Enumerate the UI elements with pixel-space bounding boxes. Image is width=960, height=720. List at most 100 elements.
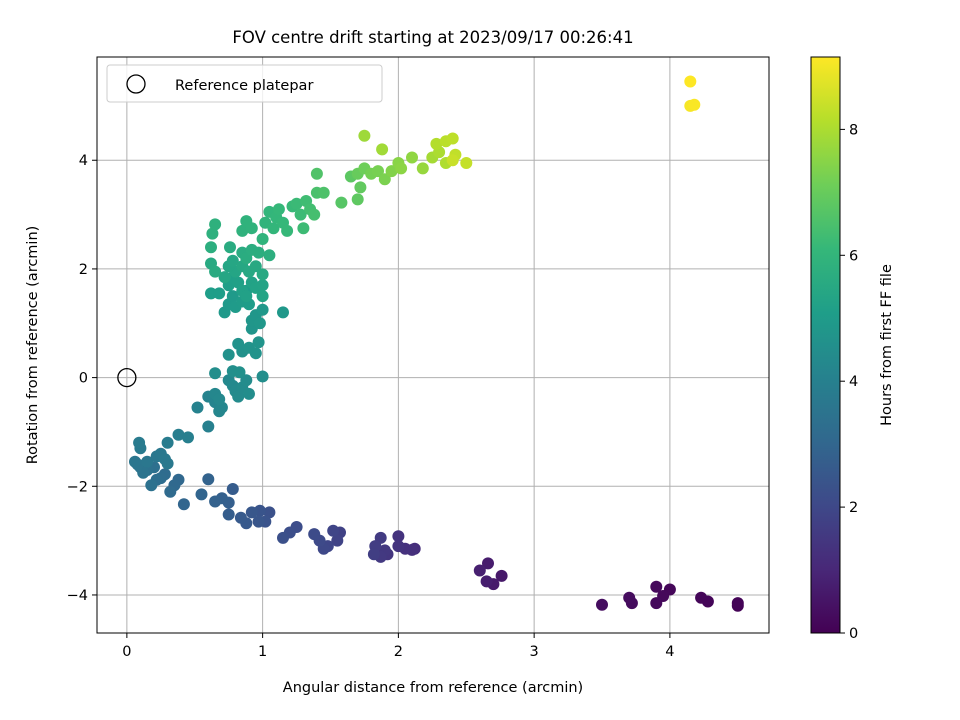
scatter-point xyxy=(695,591,708,604)
scatter-point xyxy=(263,249,276,262)
scatter-point xyxy=(133,436,146,449)
scatter-point xyxy=(367,548,380,561)
scatter-point xyxy=(222,508,235,521)
scatter-point xyxy=(226,483,239,495)
x-tick-label: 1 xyxy=(258,644,267,660)
scatter-point xyxy=(202,473,215,486)
scatter-point xyxy=(252,336,265,349)
colorbar-label: Hours from first FF file xyxy=(879,264,895,426)
scatter-point xyxy=(473,564,486,577)
scatter-point xyxy=(226,290,239,303)
x-tick-label: 3 xyxy=(530,644,539,660)
scatter-point xyxy=(684,75,697,88)
scatter-point xyxy=(177,498,190,511)
scatter-point xyxy=(213,287,226,300)
scatter-point xyxy=(182,431,194,444)
legend-entry-reference: Reference platepar xyxy=(175,78,313,94)
scatter-point xyxy=(650,580,663,593)
scatter-point xyxy=(406,151,418,164)
scatter-point xyxy=(430,137,443,150)
scatter-point xyxy=(495,569,508,582)
scatter-point xyxy=(395,162,408,175)
scatter-point xyxy=(317,186,330,199)
scatter-point xyxy=(446,154,459,167)
scatter-point xyxy=(277,306,289,319)
scatter-points xyxy=(117,75,744,612)
x-tick-label: 0 xyxy=(122,644,131,660)
scatter-point xyxy=(327,524,340,537)
y-axis-label: Rotation from reference (arcmin) xyxy=(25,226,41,465)
scatter-point xyxy=(256,279,269,292)
scatter-point xyxy=(416,162,429,175)
colorbar-tick-label: 0 xyxy=(849,626,858,642)
scatter-point xyxy=(213,393,226,406)
scatter-point xyxy=(253,317,266,330)
scatter-point xyxy=(446,132,459,145)
scatter-point xyxy=(245,506,258,519)
scatter-point xyxy=(482,557,494,570)
scatter-point xyxy=(263,506,276,519)
scatter-point xyxy=(272,203,285,216)
scatter-point xyxy=(392,530,405,543)
scatter-point xyxy=(232,390,245,403)
scatter-point xyxy=(224,241,236,254)
reference-platepar-marker xyxy=(117,367,137,388)
y-tick-label: 0 xyxy=(79,371,88,387)
scatter-point xyxy=(460,157,473,169)
scatter-point xyxy=(232,337,245,350)
scatter-point xyxy=(310,167,323,180)
y-tick-label: −4 xyxy=(67,588,88,604)
scatter-point xyxy=(376,143,389,156)
scatter-point xyxy=(252,515,265,528)
scatter-point xyxy=(172,428,185,441)
scatter-point xyxy=(596,598,608,611)
colorbar-ticks: 0 2 4 6 8 xyxy=(840,122,858,642)
colorbar xyxy=(810,56,841,634)
scatter-point xyxy=(308,208,321,221)
scatter-point xyxy=(354,181,367,194)
scatter-point xyxy=(234,511,247,524)
scatter-point xyxy=(206,227,219,240)
scatter-point xyxy=(480,575,493,588)
scatter-point xyxy=(161,457,174,470)
colorbar-tick-label: 2 xyxy=(849,500,858,516)
scatter-point xyxy=(195,488,208,501)
x-axis-label: Angular distance from reference (arcmin) xyxy=(283,680,583,696)
colorbar-tick-label: 4 xyxy=(849,374,858,390)
colorbar-tick-label: 8 xyxy=(849,122,858,138)
scatter-point xyxy=(277,531,289,544)
scatter-point xyxy=(205,287,217,300)
legend-marker-reference xyxy=(126,74,146,94)
scatter-point xyxy=(308,528,321,541)
y-tick-label: 4 xyxy=(79,153,88,169)
scatter-point xyxy=(245,222,258,235)
scatter-point xyxy=(372,165,384,178)
scatter-point xyxy=(331,534,344,547)
scatter-point xyxy=(252,246,265,259)
scatter-point xyxy=(243,387,255,400)
scatter-point xyxy=(233,366,246,379)
scatter-point xyxy=(256,303,269,316)
scatter-point xyxy=(688,98,701,111)
scatter-point xyxy=(161,436,174,449)
scatter-point xyxy=(297,222,310,235)
plot-area-frame xyxy=(96,56,770,634)
scatter-point xyxy=(249,260,262,273)
scatter-point xyxy=(249,347,262,360)
scatter-point xyxy=(294,208,307,221)
scatter-point xyxy=(209,265,222,278)
chart-title: FOV centre drift starting at 2023/09/17 … xyxy=(232,28,633,47)
x-tick-label: 2 xyxy=(394,644,403,660)
colorbar-tick-label: 6 xyxy=(849,248,858,264)
scatter-point xyxy=(222,348,235,361)
scatter-point xyxy=(141,455,154,468)
scatter-point xyxy=(145,479,158,492)
scatter-point xyxy=(256,370,269,383)
y-tick-label: −2 xyxy=(67,479,88,495)
x-axis-ticks: 0 1 2 3 4 xyxy=(122,633,675,660)
scatter-point xyxy=(202,420,215,433)
scatter-point xyxy=(209,367,222,380)
legend: Reference platepar xyxy=(106,64,383,103)
legend-box xyxy=(106,64,383,103)
